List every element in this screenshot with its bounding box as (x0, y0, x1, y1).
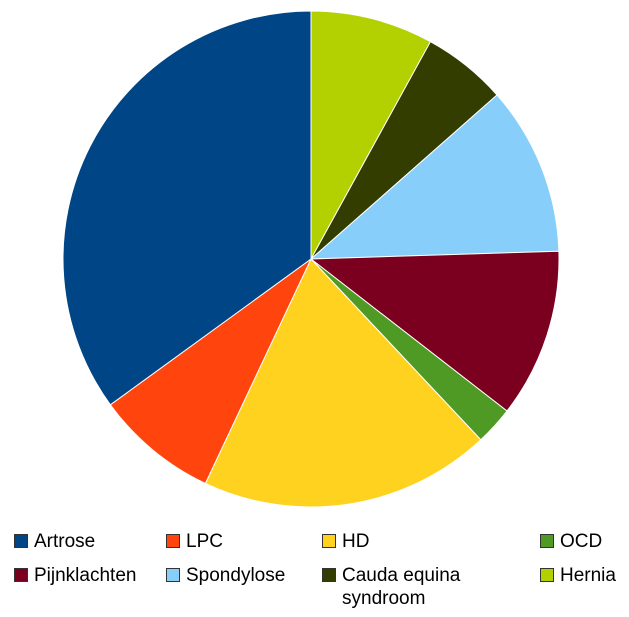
legend-item: OCD (540, 530, 602, 553)
legend-swatch (322, 534, 336, 548)
legend-item: Spondylose (166, 564, 285, 587)
legend-item: Cauda equina syndroom (322, 564, 460, 610)
legend-label: HD (342, 531, 370, 552)
pie-slice-hd (204, 258, 482, 508)
pie-slice-pijnklachten (309, 250, 560, 412)
pie-slice-hernia (310, 10, 432, 260)
legend-swatch (322, 568, 336, 582)
legend-item: Artrose (14, 530, 95, 553)
legend-item: HD (322, 530, 369, 553)
legend-swatch (14, 568, 28, 582)
legend-label: Spondylose (186, 565, 286, 586)
legend-label: LPC (186, 531, 223, 552)
legend-label: OCD (560, 531, 603, 552)
legend-label: Pijnklachten (34, 565, 137, 586)
pie-slice-artrose (62, 10, 312, 406)
pie-slice-spondylose (309, 94, 560, 260)
legend-swatch (166, 568, 180, 582)
legend-label: Cauda equina syndroom (342, 565, 461, 609)
pie-slice-lpc (109, 258, 312, 485)
legend-item: LPC (166, 530, 223, 553)
legend-label: Hernia (560, 565, 616, 586)
legend-label: Artrose (34, 531, 96, 552)
legend-item: Pijnklachten (14, 564, 136, 587)
legend-swatch (540, 534, 554, 548)
pie-slices (62, 10, 560, 508)
legend-swatch (166, 534, 180, 548)
legend-swatch (14, 534, 28, 548)
legend-item: Hernia (540, 564, 616, 587)
legend-swatch (540, 568, 554, 582)
